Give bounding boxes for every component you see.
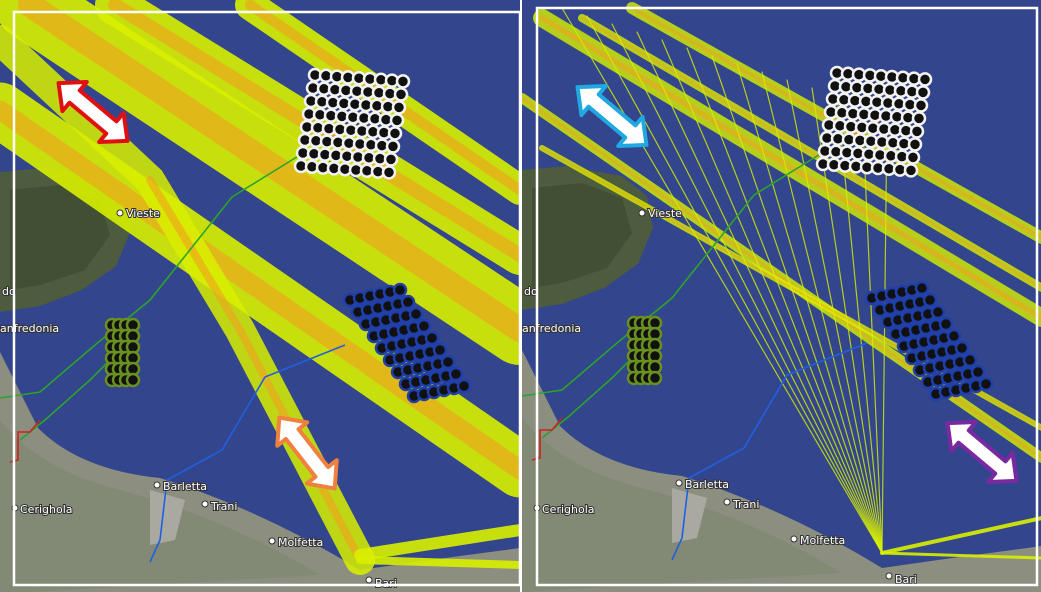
- frame: [12, 10, 520, 587]
- turbine: [962, 352, 978, 368]
- turbine: [946, 328, 962, 344]
- turbine: [395, 74, 411, 89]
- gargano-relief: [10, 185, 110, 290]
- traffic-band: [580, 16, 1041, 289]
- traffic-band: [761, 71, 883, 554]
- traffic-band: [356, 556, 520, 569]
- turbine: [424, 330, 440, 346]
- turbine: [954, 340, 970, 356]
- turbine: [393, 87, 409, 102]
- turbine: [903, 163, 919, 178]
- ship-traffic: [0, 0, 520, 575]
- turbine: [392, 282, 408, 298]
- place-label: anfredonia: [0, 322, 59, 335]
- ship-traffic: [522, 2, 1041, 560]
- traffic-band: [522, 96, 1041, 460]
- turbine: [400, 294, 416, 310]
- traffic-band: [881, 111, 888, 554]
- traffic-band: [711, 55, 883, 554]
- place-label: Barletta: [685, 478, 729, 491]
- traffic-band: [880, 516, 1041, 555]
- turbine: [381, 165, 397, 180]
- cable: [149, 344, 346, 563]
- cable: [9, 419, 41, 463]
- place-label: Cerighola: [20, 503, 73, 516]
- turbine: [389, 113, 405, 128]
- turbine: [914, 280, 930, 296]
- double-arrow: [945, 420, 1019, 484]
- place-labels: Vieste do anfredonia Barletta Trani Molf…: [522, 206, 918, 587]
- place-label: Vieste: [126, 207, 160, 220]
- turbine: [408, 306, 424, 322]
- place-label: Trani: [210, 500, 237, 513]
- turbine: [907, 137, 923, 152]
- turbine: [448, 366, 464, 382]
- traffic-band: [786, 79, 883, 554]
- traffic-band: [611, 23, 883, 554]
- turbine: [647, 370, 663, 386]
- map-panel-right: Vieste do anfredonia Barletta Trani Molf…: [522, 0, 1041, 592]
- place-label: Molfetta: [278, 536, 323, 549]
- double-arrow: [56, 80, 130, 144]
- turbine: [383, 152, 399, 167]
- city: [672, 488, 707, 543]
- wind-farms: [522, 65, 1019, 561]
- turbine: [909, 124, 925, 139]
- turbine: [970, 364, 986, 380]
- turbine: [456, 378, 472, 394]
- turbine: [125, 372, 141, 388]
- turbine: [416, 318, 432, 334]
- cable: [671, 342, 868, 561]
- turbine: [385, 139, 401, 154]
- traffic-band: [661, 39, 883, 554]
- place-label: Molfetta: [800, 534, 845, 547]
- wind-farms: [0, 67, 472, 563]
- traffic-band: [861, 103, 883, 554]
- turbine: [917, 72, 933, 87]
- turbine: [915, 85, 931, 100]
- turbine: [391, 100, 407, 115]
- traffic-band: [586, 15, 883, 554]
- traffic-band: [736, 63, 883, 554]
- turbine: [387, 126, 403, 141]
- city: [150, 490, 185, 545]
- turbine: [938, 316, 954, 332]
- traffic-band: [636, 31, 883, 554]
- place-label: do: [524, 285, 538, 298]
- traffic-band: [539, 15, 1041, 321]
- map-panel-left: Vieste do anfredonia Barletta Trani Molf…: [0, 0, 520, 592]
- turbine: [905, 150, 921, 165]
- turbine: [432, 342, 448, 358]
- place-label: Vieste: [648, 207, 682, 220]
- place-label: Cerighola: [542, 503, 595, 516]
- traffic-band: [561, 7, 883, 554]
- traffic-band: [0, 100, 520, 480]
- traffic-band: [686, 47, 883, 554]
- frame: [535, 6, 1039, 587]
- turbine: [930, 304, 946, 320]
- traffic-band: [17, 0, 520, 343]
- place-label: anfredonia: [522, 322, 581, 335]
- turbine: [978, 376, 994, 392]
- place-label: Bari: [895, 573, 917, 586]
- double-arrow: [575, 84, 649, 148]
- traffic-band: [880, 551, 1041, 560]
- traffic-band: [354, 524, 520, 561]
- place-label: Barletta: [163, 480, 207, 493]
- double-arrow: [275, 415, 339, 491]
- gargano-relief: [532, 183, 632, 288]
- turbine: [913, 98, 929, 113]
- place-label: Trani: [732, 498, 759, 511]
- turbine: [440, 354, 456, 370]
- turbine: [922, 292, 938, 308]
- turbine: [911, 111, 927, 126]
- place-label: Bari: [375, 577, 397, 590]
